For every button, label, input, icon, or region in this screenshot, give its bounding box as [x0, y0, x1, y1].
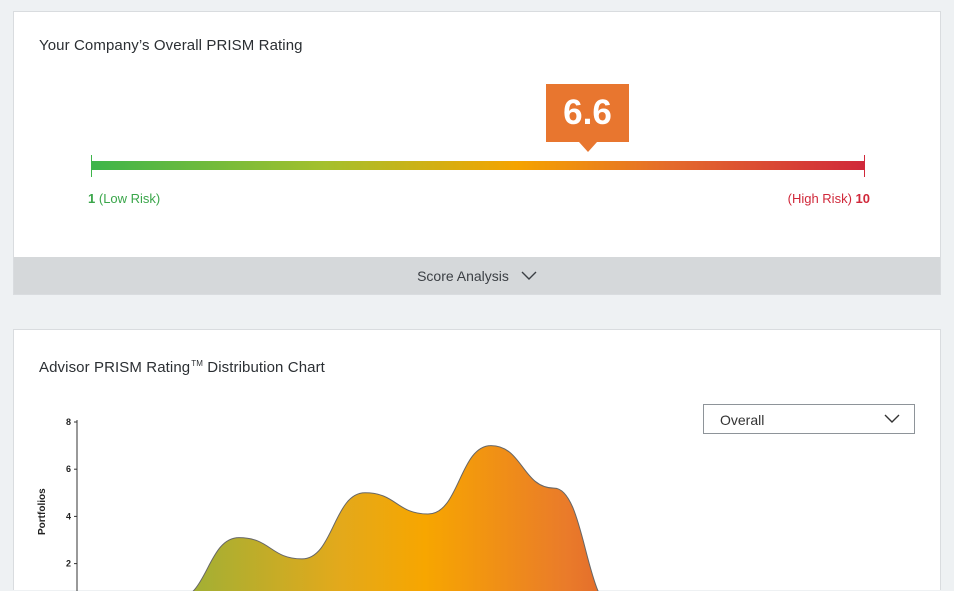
risk-scale-bar: [92, 161, 865, 170]
distribution-card-title: Advisor PRISM RatingTM Distribution Char…: [39, 359, 325, 376]
chevron-down-icon: [521, 271, 537, 280]
y-tick-label: 4: [66, 511, 71, 521]
score-pointer: [579, 142, 597, 152]
scale-low-text: (Low Risk): [98, 191, 161, 206]
scale-high-number: 10: [855, 191, 870, 206]
y-tick-label: 2: [66, 559, 71, 569]
score-analysis-label: Score Analysis: [417, 267, 509, 284]
y-tick-label: 8: [66, 417, 71, 427]
distribution-chart: 2 4 6 8: [66, 417, 599, 591]
scale-low-tick: [91, 155, 92, 177]
scale-high-label: (High Risk) 10: [788, 191, 870, 206]
trademark-mark: TM: [191, 359, 203, 368]
scale-high-text: (High Risk): [787, 191, 852, 206]
scale-low-label: 1 (Low Risk): [88, 191, 160, 206]
scale-low-number: 1: [88, 191, 96, 206]
rating-card-title: Your Company’s Overall PRISM Rating: [39, 37, 303, 54]
distribution-area: [192, 445, 599, 591]
distribution-title-suffix: Distribution Chart: [207, 359, 325, 376]
score-badge: 6.6: [546, 84, 629, 142]
chevron-down-icon: [884, 414, 900, 423]
overall-rating-card: Your Company’s Overall PRISM Rating 6.6 …: [13, 11, 941, 295]
score-analysis-toggle[interactable]: Score Analysis: [14, 257, 940, 294]
distribution-chart-card: Advisor PRISM RatingTM Distribution Char…: [13, 329, 941, 591]
filter-dropdown-value: Overall: [720, 412, 765, 428]
filter-dropdown[interactable]: Overall: [703, 404, 915, 434]
scale-high-tick: [864, 155, 865, 177]
y-tick-label: 6: [66, 464, 71, 474]
distribution-title-text: Advisor PRISM Rating: [39, 359, 191, 376]
